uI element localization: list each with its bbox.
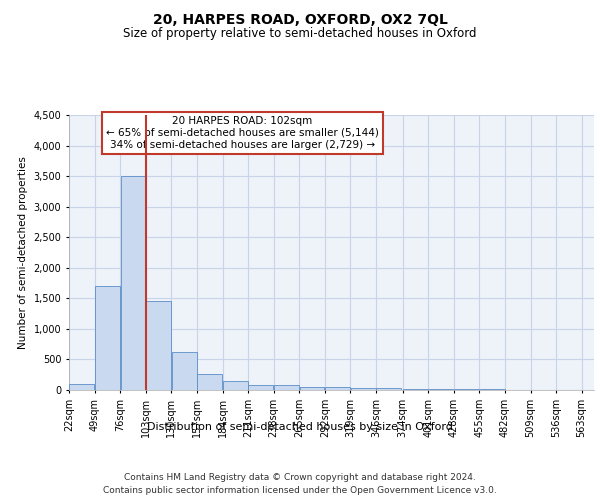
Bar bbox=[248, 384, 274, 390]
Bar bbox=[403, 389, 428, 390]
Bar bbox=[428, 389, 454, 390]
Bar bbox=[274, 385, 299, 390]
Bar bbox=[376, 388, 401, 390]
Bar bbox=[146, 302, 171, 390]
Text: Size of property relative to semi-detached houses in Oxford: Size of property relative to semi-detach… bbox=[123, 28, 477, 40]
Bar bbox=[325, 387, 350, 390]
Text: 20, HARPES ROAD, OXFORD, OX2 7QL: 20, HARPES ROAD, OXFORD, OX2 7QL bbox=[152, 12, 448, 26]
Bar bbox=[121, 176, 145, 390]
Bar bbox=[70, 384, 94, 390]
Bar bbox=[172, 352, 197, 390]
Y-axis label: Number of semi-detached properties: Number of semi-detached properties bbox=[18, 156, 28, 349]
Bar bbox=[351, 388, 376, 390]
Text: Contains HM Land Registry data © Crown copyright and database right 2024.: Contains HM Land Registry data © Crown c… bbox=[124, 472, 476, 482]
Bar bbox=[299, 386, 325, 390]
Text: Contains public sector information licensed under the Open Government Licence v3: Contains public sector information licen… bbox=[103, 486, 497, 495]
Text: Distribution of semi-detached houses by size in Oxford: Distribution of semi-detached houses by … bbox=[147, 422, 453, 432]
Bar bbox=[197, 374, 222, 390]
Bar bbox=[95, 286, 120, 390]
Bar bbox=[223, 380, 248, 390]
Text: 20 HARPES ROAD: 102sqm
← 65% of semi-detached houses are smaller (5,144)
34% of : 20 HARPES ROAD: 102sqm ← 65% of semi-det… bbox=[106, 116, 379, 150]
